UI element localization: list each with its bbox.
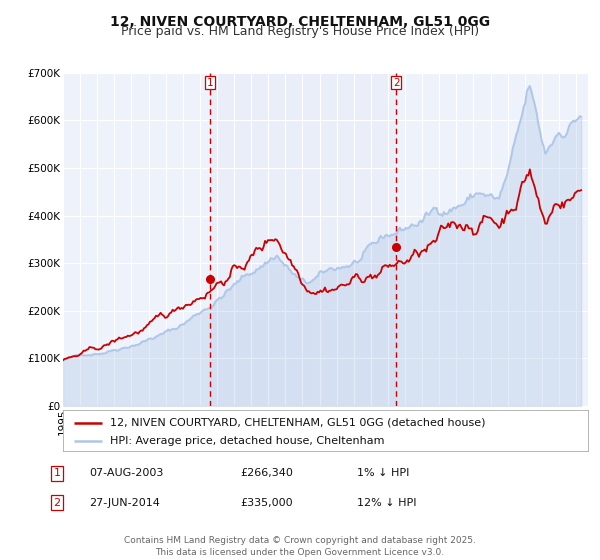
Text: 12, NIVEN COURTYARD, CHELTENHAM, GL51 0GG: 12, NIVEN COURTYARD, CHELTENHAM, GL51 0G… [110,15,490,29]
Text: 1: 1 [53,468,61,478]
Text: 1% ↓ HPI: 1% ↓ HPI [357,468,409,478]
Text: 27-JUN-2014: 27-JUN-2014 [89,498,160,508]
Text: 2: 2 [53,498,61,508]
Text: £266,340: £266,340 [240,468,293,478]
Text: 12% ↓ HPI: 12% ↓ HPI [357,498,416,508]
Text: Price paid vs. HM Land Registry's House Price Index (HPI): Price paid vs. HM Land Registry's House … [121,25,479,38]
Text: 2: 2 [393,78,400,87]
Text: 1: 1 [207,78,214,87]
Text: HPI: Average price, detached house, Cheltenham: HPI: Average price, detached house, Chel… [110,436,385,446]
Text: 12, NIVEN COURTYARD, CHELTENHAM, GL51 0GG (detached house): 12, NIVEN COURTYARD, CHELTENHAM, GL51 0G… [110,418,486,428]
Text: 07-AUG-2003: 07-AUG-2003 [89,468,163,478]
Text: £335,000: £335,000 [240,498,293,508]
Text: Contains HM Land Registry data © Crown copyright and database right 2025.
This d: Contains HM Land Registry data © Crown c… [124,536,476,557]
Bar [210,73,396,406]
